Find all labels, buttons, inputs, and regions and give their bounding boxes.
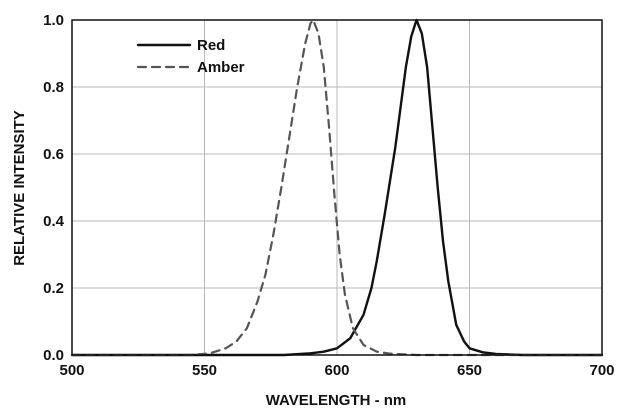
series-amber-line bbox=[70, 18, 604, 357]
y-tick-label: 0.4 bbox=[43, 213, 65, 230]
y-tick-label: 0.6 bbox=[43, 146, 64, 163]
series-red-line bbox=[70, 18, 604, 357]
y-tick-label: 0.0 bbox=[43, 347, 64, 364]
x-tick-label: 550 bbox=[192, 362, 217, 379]
legend-label-amber: Amber bbox=[197, 59, 245, 76]
x-tick-label: 700 bbox=[589, 362, 614, 379]
x-tick-label: 600 bbox=[324, 362, 349, 379]
y-tick-label: 1.0 bbox=[43, 12, 64, 29]
legend: Red Amber bbox=[136, 37, 245, 76]
x-tick-label: 500 bbox=[59, 362, 84, 379]
y-tick-label: 0.8 bbox=[43, 79, 64, 96]
plot-frame bbox=[71, 19, 603, 356]
legend-label-red: Red bbox=[197, 37, 225, 54]
axis-layer: 500 550 600 650 700 0.0 0.2 0.4 0.6 0.8 1.0 bbox=[43, 12, 614, 379]
curve-layer bbox=[70, 18, 604, 357]
x-axis-title: WAVELENGTH - nm bbox=[266, 392, 407, 409]
y-axis-title: RELATIVE INTENSITY bbox=[11, 110, 28, 266]
y-tick-label: 0.2 bbox=[43, 280, 64, 297]
x-tick-label: 650 bbox=[457, 362, 482, 379]
